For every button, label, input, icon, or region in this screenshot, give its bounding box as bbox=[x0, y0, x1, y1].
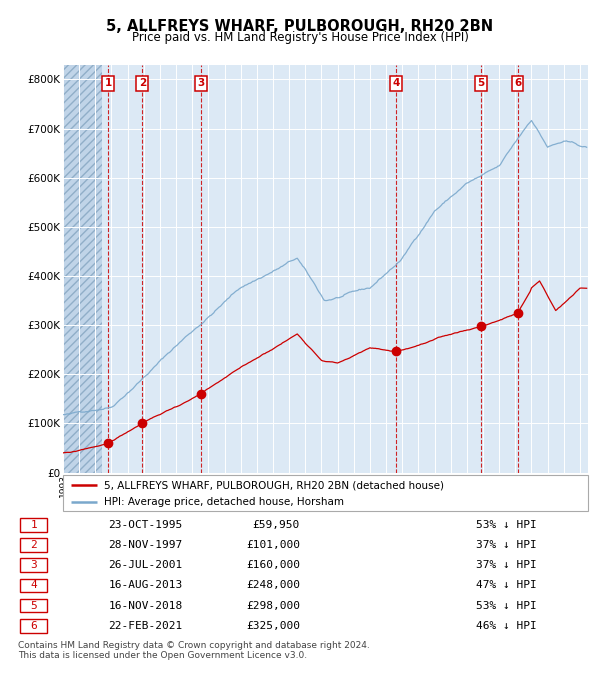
FancyBboxPatch shape bbox=[20, 558, 47, 572]
Text: 16-AUG-2013: 16-AUG-2013 bbox=[108, 580, 182, 590]
Text: 5, ALLFREYS WHARF, PULBOROUGH, RH20 2BN (detached house): 5, ALLFREYS WHARF, PULBOROUGH, RH20 2BN … bbox=[104, 480, 444, 490]
Text: £298,000: £298,000 bbox=[246, 600, 300, 611]
Bar bbox=[63, 65, 102, 473]
Text: £59,950: £59,950 bbox=[253, 520, 300, 530]
Text: 3: 3 bbox=[31, 560, 37, 571]
Text: 22-FEB-2021: 22-FEB-2021 bbox=[108, 621, 182, 631]
Text: 4: 4 bbox=[31, 580, 37, 590]
FancyBboxPatch shape bbox=[63, 475, 588, 511]
Text: 5, ALLFREYS WHARF, PULBOROUGH, RH20 2BN: 5, ALLFREYS WHARF, PULBOROUGH, RH20 2BN bbox=[106, 19, 494, 34]
Text: Contains HM Land Registry data © Crown copyright and database right 2024.
This d: Contains HM Land Registry data © Crown c… bbox=[18, 641, 370, 660]
Text: 16-NOV-2018: 16-NOV-2018 bbox=[108, 600, 182, 611]
Text: 37% ↓ HPI: 37% ↓ HPI bbox=[476, 540, 537, 550]
Text: £160,000: £160,000 bbox=[246, 560, 300, 571]
Text: 23-OCT-1995: 23-OCT-1995 bbox=[108, 520, 182, 530]
FancyBboxPatch shape bbox=[20, 538, 47, 552]
Text: 28-NOV-1997: 28-NOV-1997 bbox=[108, 540, 182, 550]
Text: 46% ↓ HPI: 46% ↓ HPI bbox=[476, 621, 537, 631]
FancyBboxPatch shape bbox=[20, 579, 47, 592]
Text: 26-JUL-2001: 26-JUL-2001 bbox=[108, 560, 182, 571]
FancyBboxPatch shape bbox=[20, 598, 47, 613]
Text: 47% ↓ HPI: 47% ↓ HPI bbox=[476, 580, 537, 590]
Text: 53% ↓ HPI: 53% ↓ HPI bbox=[476, 520, 537, 530]
FancyBboxPatch shape bbox=[20, 518, 47, 532]
Text: 5: 5 bbox=[478, 78, 485, 88]
Text: £248,000: £248,000 bbox=[246, 580, 300, 590]
Text: £325,000: £325,000 bbox=[246, 621, 300, 631]
Text: 6: 6 bbox=[31, 621, 37, 631]
Text: 2: 2 bbox=[139, 78, 146, 88]
Text: Price paid vs. HM Land Registry's House Price Index (HPI): Price paid vs. HM Land Registry's House … bbox=[131, 31, 469, 44]
Text: 4: 4 bbox=[392, 78, 400, 88]
Text: HPI: Average price, detached house, Horsham: HPI: Average price, detached house, Hors… bbox=[104, 497, 344, 507]
Text: 3: 3 bbox=[197, 78, 205, 88]
Text: 1: 1 bbox=[31, 520, 37, 530]
Text: 53% ↓ HPI: 53% ↓ HPI bbox=[476, 600, 537, 611]
Text: 6: 6 bbox=[514, 78, 521, 88]
Text: 1: 1 bbox=[105, 78, 112, 88]
Text: 2: 2 bbox=[31, 540, 37, 550]
Text: 5: 5 bbox=[31, 600, 37, 611]
Text: 37% ↓ HPI: 37% ↓ HPI bbox=[476, 560, 537, 571]
Text: £101,000: £101,000 bbox=[246, 540, 300, 550]
FancyBboxPatch shape bbox=[20, 619, 47, 632]
